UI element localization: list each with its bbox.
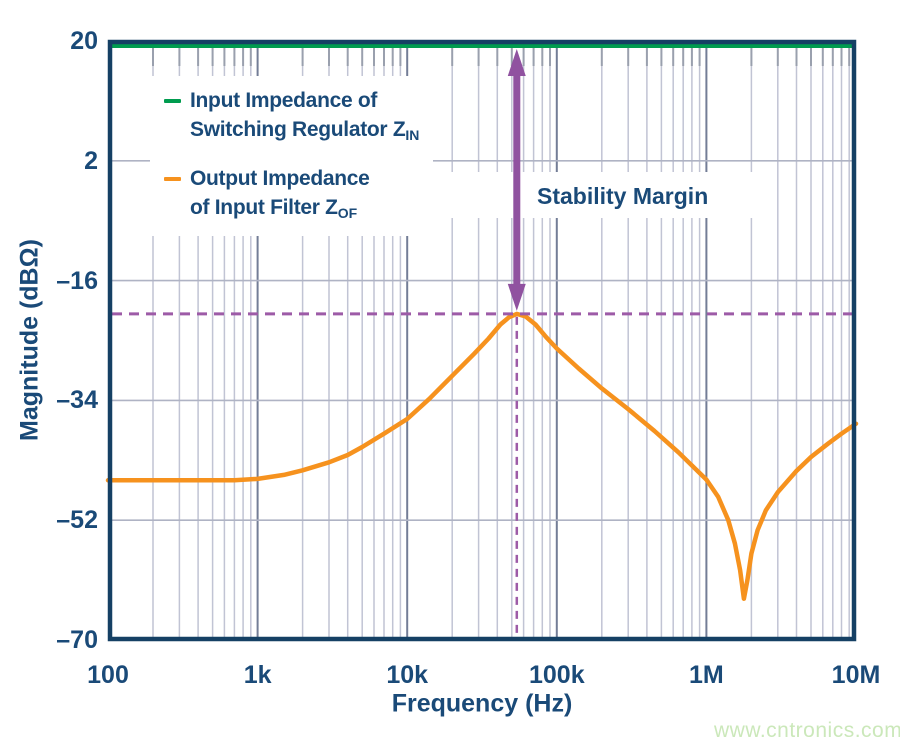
zof-curve xyxy=(105,311,859,601)
legend-item-zin: Input Impedance of Switching Regulator Z… xyxy=(164,86,419,146)
y-tick-label: –70 xyxy=(56,626,98,654)
y-tick-label: 2 xyxy=(84,146,98,175)
zof-line-swatch xyxy=(164,177,181,181)
legend: Input Impedance of Switching Regulator Z… xyxy=(150,76,434,236)
x-tick-label: 10k xyxy=(386,661,429,689)
y-tick-label: –34 xyxy=(56,386,98,415)
y-axis-title: Magnitude (dBΩ) xyxy=(15,239,44,441)
x-axis-title: Frequency (Hz) xyxy=(391,689,573,718)
y-tick-label: –52 xyxy=(56,506,98,535)
zin-line-swatch xyxy=(164,99,181,103)
legend-item-zof: Output Impedance of Input Filter ZOF xyxy=(164,164,419,224)
plot-frame xyxy=(107,39,857,642)
y-tick-label: 20 xyxy=(70,27,98,55)
x-tick-label: 1M xyxy=(689,661,724,689)
x-tick-label: 100 xyxy=(87,661,129,689)
y-tick-label: –16 xyxy=(56,266,98,295)
stability-margin-arrow xyxy=(507,49,526,311)
watermark-text: www.cntronics.com xyxy=(714,719,900,742)
x-tick-label: 1k xyxy=(243,661,272,689)
stability-label-backdrop xyxy=(437,172,753,218)
stability-margin-label: Stability Margin xyxy=(537,183,709,209)
legend-label-zof: Output Impedance of Input Filter ZOF xyxy=(190,167,370,221)
x-tick-label: 100k xyxy=(528,661,585,689)
legend-label-zin: Input Impedance of Switching Regulator Z… xyxy=(190,89,420,143)
x-tick-label: 10M xyxy=(831,661,881,689)
